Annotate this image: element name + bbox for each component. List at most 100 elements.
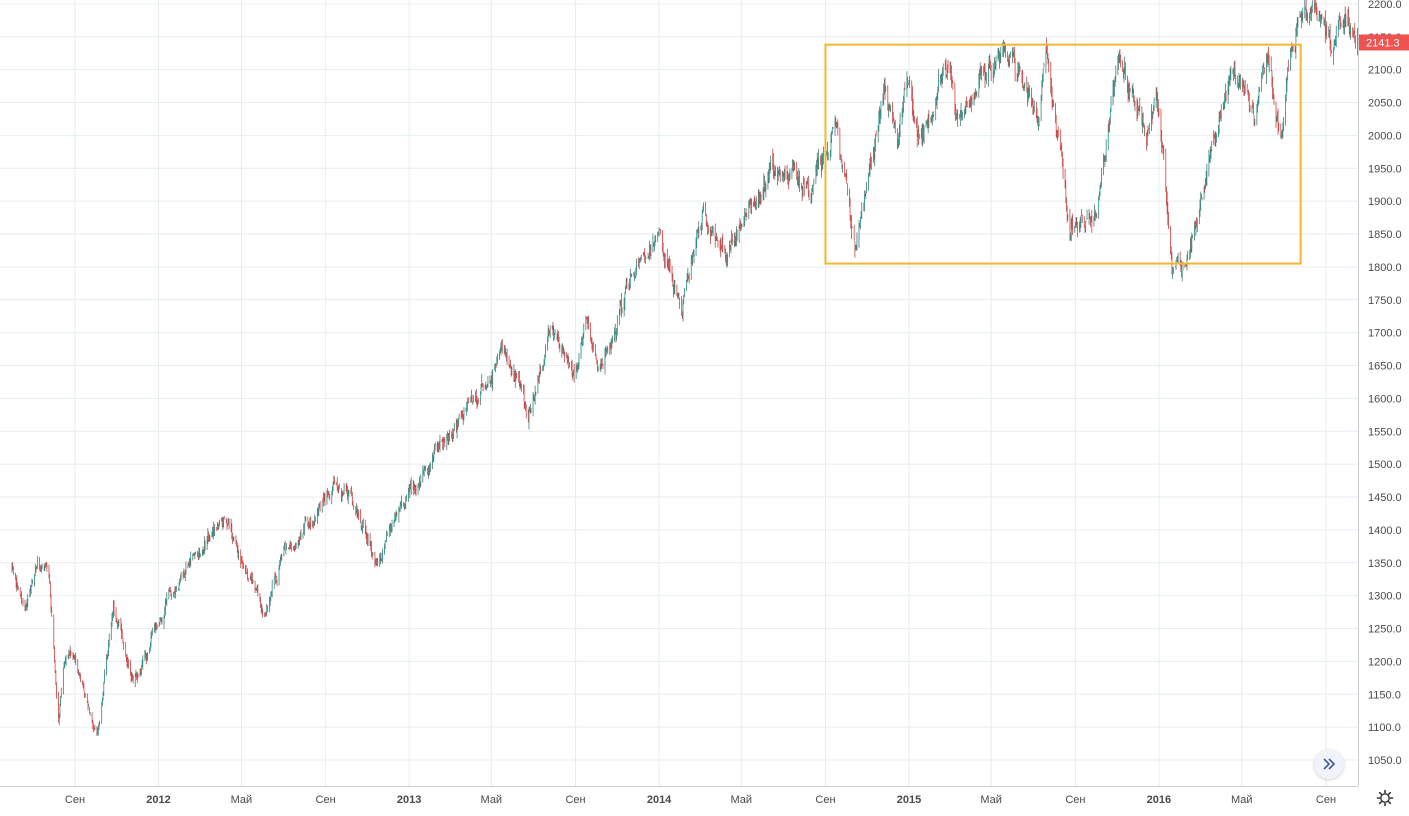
candle-body: [532, 396, 534, 414]
candle-body: [835, 124, 837, 127]
annotations[interactable]: [824, 43, 1302, 265]
candle-body: [1052, 102, 1054, 104]
candle-body: [122, 638, 124, 644]
candle-body: [21, 595, 22, 601]
candle-body: [1237, 78, 1238, 86]
candle-body: [1191, 236, 1193, 249]
candle-body: [669, 262, 671, 272]
candle-body: [1157, 106, 1159, 112]
candle-body: [1312, 1, 1313, 9]
candle-body: [688, 274, 690, 278]
candle-body: [1086, 217, 1088, 220]
candle-body: [1064, 172, 1066, 188]
candle-body: [1222, 104, 1224, 107]
candle-body: [875, 134, 876, 146]
candle-body: [328, 493, 329, 494]
candle-body: [1329, 33, 1331, 43]
candle-body: [116, 618, 118, 622]
candle-body: [832, 127, 833, 131]
candle-body: [1262, 66, 1264, 68]
candle-body: [1171, 255, 1173, 269]
candle-body: [885, 89, 887, 90]
candle-body: [1051, 92, 1053, 104]
candle-body: [573, 371, 575, 380]
y-axis[interactable]: 1050.0 1100.0 1150.0 1200.0 1250.0 1300.0 1350…: [1358, 0, 1409, 811]
candle-body: [280, 555, 282, 562]
candle-body: [717, 240, 719, 247]
candle-body: [37, 561, 38, 566]
candle-body: [1066, 199, 1067, 210]
candle-body: [202, 554, 203, 556]
candle-body: [917, 131, 919, 136]
candle-body: [1214, 135, 1216, 142]
candle-body: [684, 290, 685, 296]
candle-body: [1300, 14, 1301, 16]
candle-body: [681, 305, 682, 313]
candle-body: [952, 80, 954, 89]
x-tick-label: 2012: [146, 794, 170, 806]
candle-body: [442, 438, 443, 446]
y-tick-label: 2200.0: [1368, 0, 1402, 11]
candle-body: [1216, 136, 1217, 139]
candle-body: [514, 373, 515, 380]
candle-body: [1187, 256, 1188, 257]
candle-body: [58, 716, 60, 722]
candle-body: [1093, 221, 1095, 227]
candle-body: [120, 620, 122, 628]
x-tick-label: 2015: [897, 794, 921, 806]
x-axis[interactable]: Сен 2012 Май Сен 2013 Май Сен 2014 Май Сен 2015 Май…: [0, 786, 1358, 811]
candle-body: [988, 59, 990, 67]
candle-body: [1329, 31, 1330, 36]
x-tick-label: Сен: [1065, 794, 1085, 806]
candle-body: [729, 246, 731, 248]
candle-body: [575, 365, 577, 379]
candle-body: [231, 530, 233, 537]
candle-body: [96, 729, 98, 733]
candle-body: [362, 521, 364, 526]
candle-body: [1251, 106, 1253, 110]
candle-body: [1200, 198, 1201, 203]
candle-body: [712, 229, 714, 232]
candle-body: [688, 275, 689, 279]
candle-body: [749, 202, 751, 205]
candle-body: [673, 284, 674, 291]
candle-body: [521, 385, 522, 387]
candle-body: [586, 318, 587, 320]
candle-body: [1047, 57, 1049, 62]
candle-body: [1027, 92, 1029, 100]
candle-body: [267, 608, 268, 610]
x-tick-label: Сен: [565, 794, 585, 806]
candle-body: [299, 533, 301, 539]
candle-body: [557, 334, 559, 336]
candle-body: [360, 522, 362, 528]
candle-body: [1254, 120, 1256, 122]
candle-body: [1262, 68, 1263, 75]
candle-body: [495, 364, 497, 367]
candle-body: [20, 594, 22, 597]
candle-body: [1071, 220, 1073, 226]
candle-body: [73, 655, 74, 657]
candle-body: [460, 415, 462, 417]
candle-body: [393, 521, 395, 525]
candle-body: [1272, 91, 1274, 96]
candle-body: [399, 503, 401, 512]
candle-body: [1144, 127, 1145, 132]
candle-body: [197, 555, 199, 557]
candle-body: [621, 302, 622, 309]
candle-body: [1066, 210, 1068, 219]
candle-body: [674, 286, 676, 289]
candle-body: [660, 230, 661, 233]
candle-body: [173, 594, 174, 597]
highlight-rectangle[interactable]: [824, 43, 1302, 265]
candle-body: [396, 513, 398, 516]
candle-body: [1287, 67, 1288, 81]
candle-body: [193, 554, 194, 556]
candle-body: [1142, 118, 1144, 122]
candle-body: [1257, 97, 1259, 106]
candle-body: [70, 652, 72, 655]
chart-settings-button[interactable]: [1376, 789, 1394, 807]
candle-body: [160, 618, 162, 621]
scroll-to-realtime-button[interactable]: [1314, 749, 1344, 779]
